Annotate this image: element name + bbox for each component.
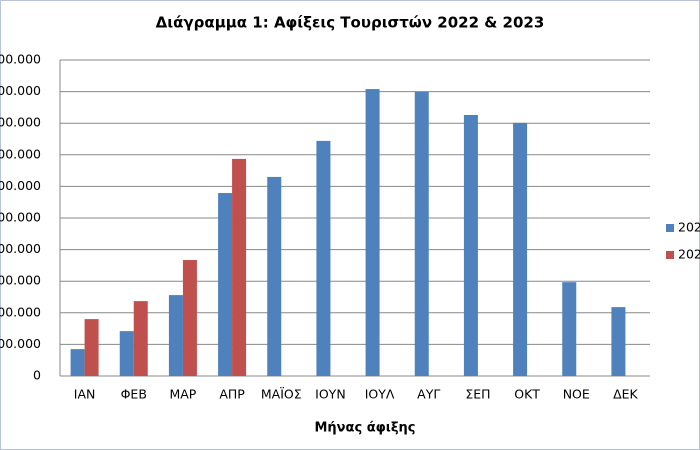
bar [84, 319, 99, 376]
bar [218, 193, 233, 376]
y-tick-label: 200.000 [0, 304, 41, 319]
x-axis-title: Μήνας άφιξης [314, 421, 415, 436]
y-tick-label: 300.000 [0, 273, 41, 288]
y-tick-label: 1.000.000 [0, 52, 41, 67]
bar [365, 89, 380, 377]
x-tick-label: ΝΟΕ [563, 387, 590, 402]
bar [182, 260, 197, 376]
legend-label: 2023 [678, 247, 700, 262]
bar [70, 349, 85, 376]
y-tick-label: 400.000 [0, 241, 41, 256]
x-tick-label: ΜΑΪΟΣ [261, 387, 302, 402]
x-tick-label: ΣΕΠ [465, 387, 490, 402]
legend-label: 2022 [678, 220, 700, 235]
y-tick-label: 100.000 [0, 336, 41, 351]
legend-swatch [666, 224, 674, 232]
x-tick-label: ΑΠΡ [219, 387, 245, 402]
y-tick-label: 700.000 [0, 146, 41, 161]
x-tick-label: ΙΟΥΝ [315, 387, 346, 402]
bar [267, 176, 282, 376]
bar [168, 295, 183, 376]
y-tick-label: 500.000 [0, 210, 41, 225]
y-tick-label: 900.000 [0, 83, 41, 98]
bar [316, 140, 331, 376]
y-tick-label: 600.000 [0, 178, 41, 193]
bar [133, 301, 148, 376]
x-tick-label: ΦΕΒ [121, 387, 147, 402]
bar [513, 122, 528, 376]
bar [611, 307, 626, 376]
bar [463, 114, 478, 376]
chart-title: Διάγραμμα 1: Αφίξεις Τουριστών 2022 & 20… [156, 14, 545, 32]
bar [562, 282, 577, 376]
x-tick-label: ΜΑΡ [169, 387, 196, 402]
x-tick-label: ΙΑΝ [74, 387, 96, 402]
x-tick-label: ΔΕΚ [613, 387, 638, 402]
x-tick-label: ΙΟΥΛ [365, 387, 395, 402]
x-tick-label: ΟΚΤ [514, 387, 540, 402]
x-tick-label: ΑΥΓ [417, 387, 440, 402]
legend-swatch [666, 251, 674, 259]
bar [119, 331, 134, 376]
bar [414, 91, 429, 376]
y-tick-label: 800.000 [0, 115, 41, 130]
bar [232, 158, 247, 376]
y-tick-label: 0 [33, 368, 41, 383]
